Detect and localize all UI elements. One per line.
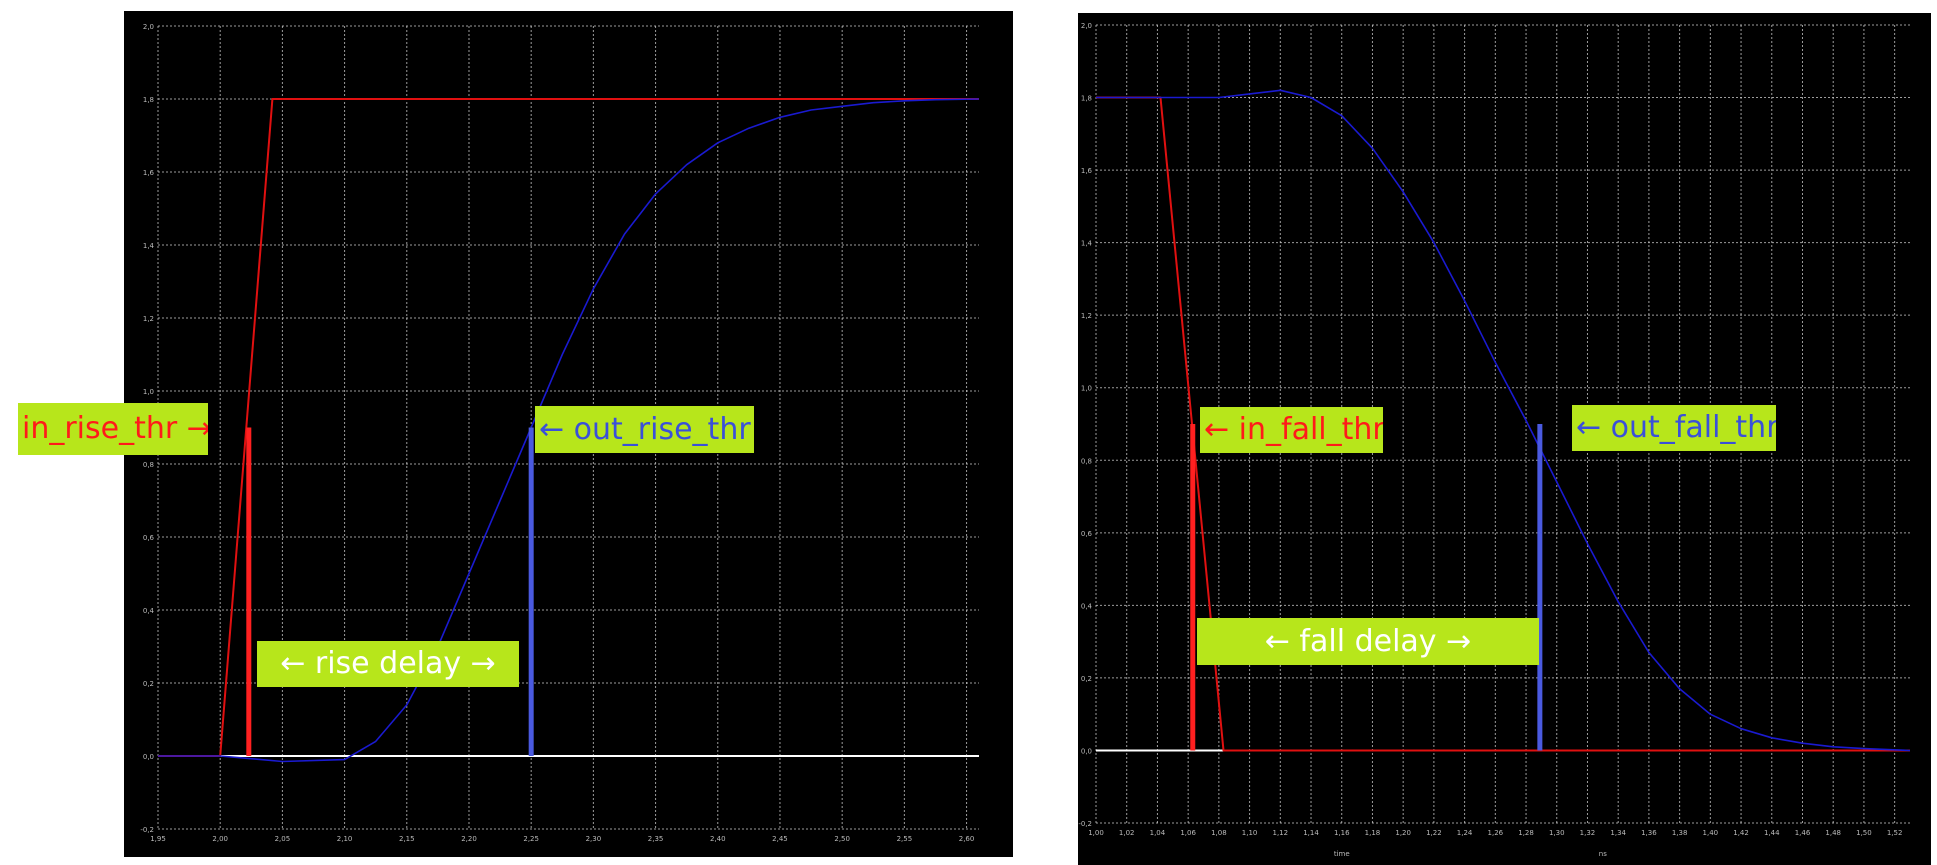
fall-x-tick-label: 1,24 [1457,829,1473,837]
fall-x-tick-label: 1,20 [1395,829,1411,837]
fall-x-tick-label: 1,00 [1088,829,1104,837]
fall-y-tick-label: 1,0 [1081,385,1092,393]
rise-y-tick-label: 2,0 [143,23,154,31]
fall-x-axis-unit: ns [1599,850,1607,858]
rise-x-tick-label: 2,40 [710,835,726,843]
fall-x-tick-label: 1,34 [1610,829,1626,837]
rise-x-tick-label: 2,55 [897,835,913,843]
rise-x-tick-label: 2,45 [772,835,788,843]
fall-x-tick-label: 1,06 [1180,829,1196,837]
fall-x-tick-label: 1,52 [1887,829,1903,837]
fall-delay-plot: 1,00 1,02 1,04 1,06 1,08 1,10 1,12 1,14 1,16 1,18… [1078,22,1911,858]
rise-x-tick-label: 2,10 [337,835,353,843]
fall-x-tick-label: 1,12 [1273,829,1289,837]
fall-x-tick-label: 1,22 [1426,829,1442,837]
rise-x-tick-label: 2,15 [399,835,415,843]
fall-x-tick-label: 1,38 [1672,829,1688,837]
fall-x-tick-label: 1,36 [1641,829,1657,837]
out-rise-thr-label: ← out_rise_thr [535,406,754,453]
rise-x-tick-label: 2,25 [523,835,539,843]
fall-delay-label: ← fall delay → [1197,618,1539,665]
fall-y-tick-label: 1,2 [1081,312,1092,320]
rise-y-tick-label: -0,2 [140,826,154,834]
fall-y-tick-label: 2,0 [1081,22,1092,30]
fall-y-tick-label: 0,8 [1081,457,1092,465]
rise-x-tick-label: 2,35 [648,835,664,843]
in-rise-thr-label: in_rise_thr → [18,403,208,455]
rise-y-tick-label: 0,2 [143,680,154,688]
rise-y-tick-label: 1,2 [143,315,154,323]
rise-y-tick-label: 0,6 [143,534,155,542]
rise-x-tick-label: 2,60 [959,835,975,843]
fall-y-tick-label: 0,2 [1081,675,1092,683]
fall-x-tick-label: 1,04 [1150,829,1166,837]
rise-x-tick-label: 2,20 [461,835,477,843]
fall-x-tick-label: 1,08 [1211,829,1227,837]
rise-x-tick-label: 2,30 [586,835,602,843]
fall-x-tick-label: 1,14 [1303,829,1319,837]
fall-x-tick-label: 1,02 [1119,829,1135,837]
rise-delay-label: ← rise delay → [257,641,519,687]
rise-delay-plot: 1,95 2,00 2,05 2,10 2,15 2,20 2,25 2,30 2,35 2,40… [140,23,980,843]
fall-y-tick-label: -0,2 [1078,820,1092,828]
fall-y-tick-label: 0,0 [1081,747,1092,755]
fall-x-tick-label: 1,44 [1764,829,1780,837]
fall-y-tick-label: 1,4 [1081,240,1093,248]
fall-x-tick-label: 1,16 [1334,829,1350,837]
rise-x-tick-label: 2,05 [275,835,291,843]
fall-x-tick-label: 1,46 [1795,829,1811,837]
fall-x-tick-label: 1,30 [1549,829,1565,837]
rise-y-tick-label: 1,6 [143,169,155,177]
fall-x-tick-label: 1,32 [1580,829,1596,837]
rise-output-series-line [158,98,980,763]
out-fall-thr-label: ← out_fall_thr [1572,405,1776,451]
rise-y-tick-label: 0,0 [143,753,154,761]
rise-delay-chart: 1,95 2,00 2,05 2,10 2,15 2,20 2,25 2,30 2,35 2,40… [124,11,1013,857]
fall-x-tick-label: 1,42 [1733,829,1749,837]
fall-y-tick-label: 1,8 [1081,95,1092,103]
rise-x-tick-label: 2,00 [212,835,228,843]
rise-y-tick-label: 1,4 [143,242,155,250]
fall-x-tick-label: 1,26 [1488,829,1504,837]
in-fall-thr-label: ← in_fall_thr [1200,407,1383,453]
fall-y-tick-label: 0,4 [1081,602,1093,610]
fall-x-tick-label: 1,50 [1856,829,1872,837]
rise-y-tick-label: 0,8 [143,461,154,469]
fall-output-series-line [1096,89,1911,752]
rise-y-tick-label: 1,0 [143,388,154,396]
rise-x-tick-label: 2,50 [834,835,850,843]
fall-x-tick-label: 1,28 [1518,829,1534,837]
fall-x-axis-title: time [1334,850,1350,858]
fall-x-tick-label: 1,18 [1365,829,1381,837]
fall-x-tick-label: 1,48 [1825,829,1841,837]
rise-y-tick-label: 0,4 [143,607,155,615]
fall-x-tick-label: 1,10 [1242,829,1258,837]
fall-x-tick-label: 1,40 [1703,829,1719,837]
fall-y-tick-label: 0,6 [1081,530,1093,538]
rise-y-tick-label: 1,8 [143,96,154,104]
rise-x-tick-label: 1,95 [150,835,166,843]
fall-y-tick-label: 1,6 [1081,167,1093,175]
